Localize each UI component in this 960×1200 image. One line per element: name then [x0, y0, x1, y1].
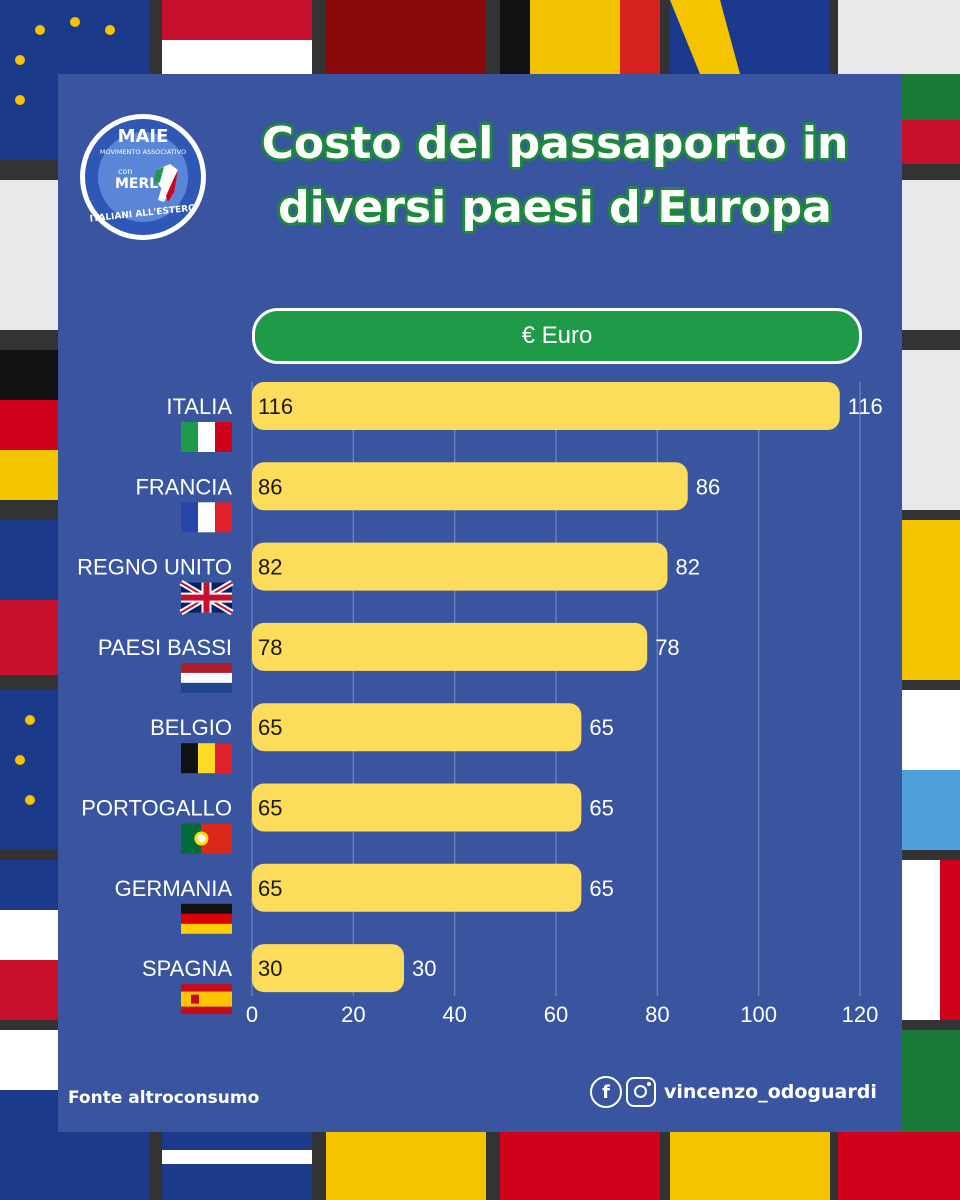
title-line-2: diversi paesi d’Europa: [278, 182, 832, 233]
x-tick-label: 80: [645, 1002, 669, 1027]
bar-value-inside: 65: [258, 876, 282, 901]
germany-flag-icon: [181, 903, 232, 934]
bar: [252, 622, 648, 671]
data-label: 116: [848, 394, 883, 419]
bar: [252, 382, 840, 430]
bar: [252, 462, 688, 511]
belgium-flag-icon: [181, 743, 232, 774]
data-label: 65: [589, 715, 613, 740]
category-label: PAESI BASSI: [98, 635, 232, 660]
maie-logo: MAIE MOVIMENTO ASSOCIATIVO con MERLO ITA…: [80, 114, 206, 240]
uk-flag-icon: [179, 580, 234, 616]
netherlands-flag-icon: [181, 662, 232, 693]
social-handle: f vincenzo_odoguardi: [590, 1074, 877, 1110]
spain-flag-icon: [181, 984, 232, 1015]
category-label: FRANCIA: [135, 474, 232, 499]
x-tick-label: 40: [442, 1002, 466, 1027]
data-label: 65: [589, 796, 613, 821]
facebook-icon[interactable]: f: [590, 1076, 622, 1108]
category-label: REGNO UNITO: [77, 555, 232, 580]
bar-value-inside: 78: [258, 635, 282, 660]
category-label: GERMANIA: [115, 876, 233, 901]
category-label: ITALIA: [166, 394, 232, 419]
italy-flag-icon: [181, 422, 232, 452]
instagram-handle[interactable]: vincenzo_odoguardi: [664, 1081, 877, 1103]
bar-value-inside: 65: [258, 796, 282, 821]
bar-value-inside: 86: [258, 474, 282, 499]
bar: [252, 783, 582, 832]
title-line-1: Costo del passaporto in: [261, 118, 849, 169]
category-label: BELGIO: [150, 715, 232, 740]
x-tick-label: 120: [842, 1002, 879, 1027]
france-flag-icon: [181, 502, 232, 533]
data-label: 30: [412, 956, 436, 981]
chart-title: Costo del passaporto in diversi paesi d’…: [225, 112, 885, 240]
category-label: SPAGNA: [142, 956, 232, 981]
bar-value-inside: 30: [258, 956, 282, 981]
x-tick-label: 60: [544, 1002, 568, 1027]
bar-value-inside: 116: [258, 394, 293, 419]
x-tick-label: 20: [341, 1002, 365, 1027]
data-label: 82: [675, 555, 699, 580]
bar: [252, 703, 582, 752]
logo-con-text: con: [118, 167, 132, 176]
portugal-flag-icon: [181, 823, 232, 854]
data-label: 65: [589, 876, 613, 901]
bar: [252, 542, 668, 591]
logo-subtitle-text: MOVIMENTO ASSOCIATIVO: [100, 148, 186, 156]
bar: [252, 863, 582, 912]
data-label: 86: [696, 474, 720, 499]
logo-name-text: MAIE: [118, 126, 169, 147]
x-tick-label: 0: [246, 1002, 258, 1027]
bar-value-inside: 82: [258, 555, 282, 580]
unit-label-pill: € Euro: [252, 308, 862, 364]
bar-value-inside: 65: [258, 715, 282, 740]
data-label: 78: [655, 635, 679, 660]
source-note: Fonte altroconsumo: [68, 1088, 260, 1108]
x-tick-label: 100: [740, 1002, 777, 1027]
instagram-icon[interactable]: [626, 1077, 656, 1107]
bar: [252, 944, 404, 993]
category-label: PORTOGALLO: [81, 796, 232, 821]
